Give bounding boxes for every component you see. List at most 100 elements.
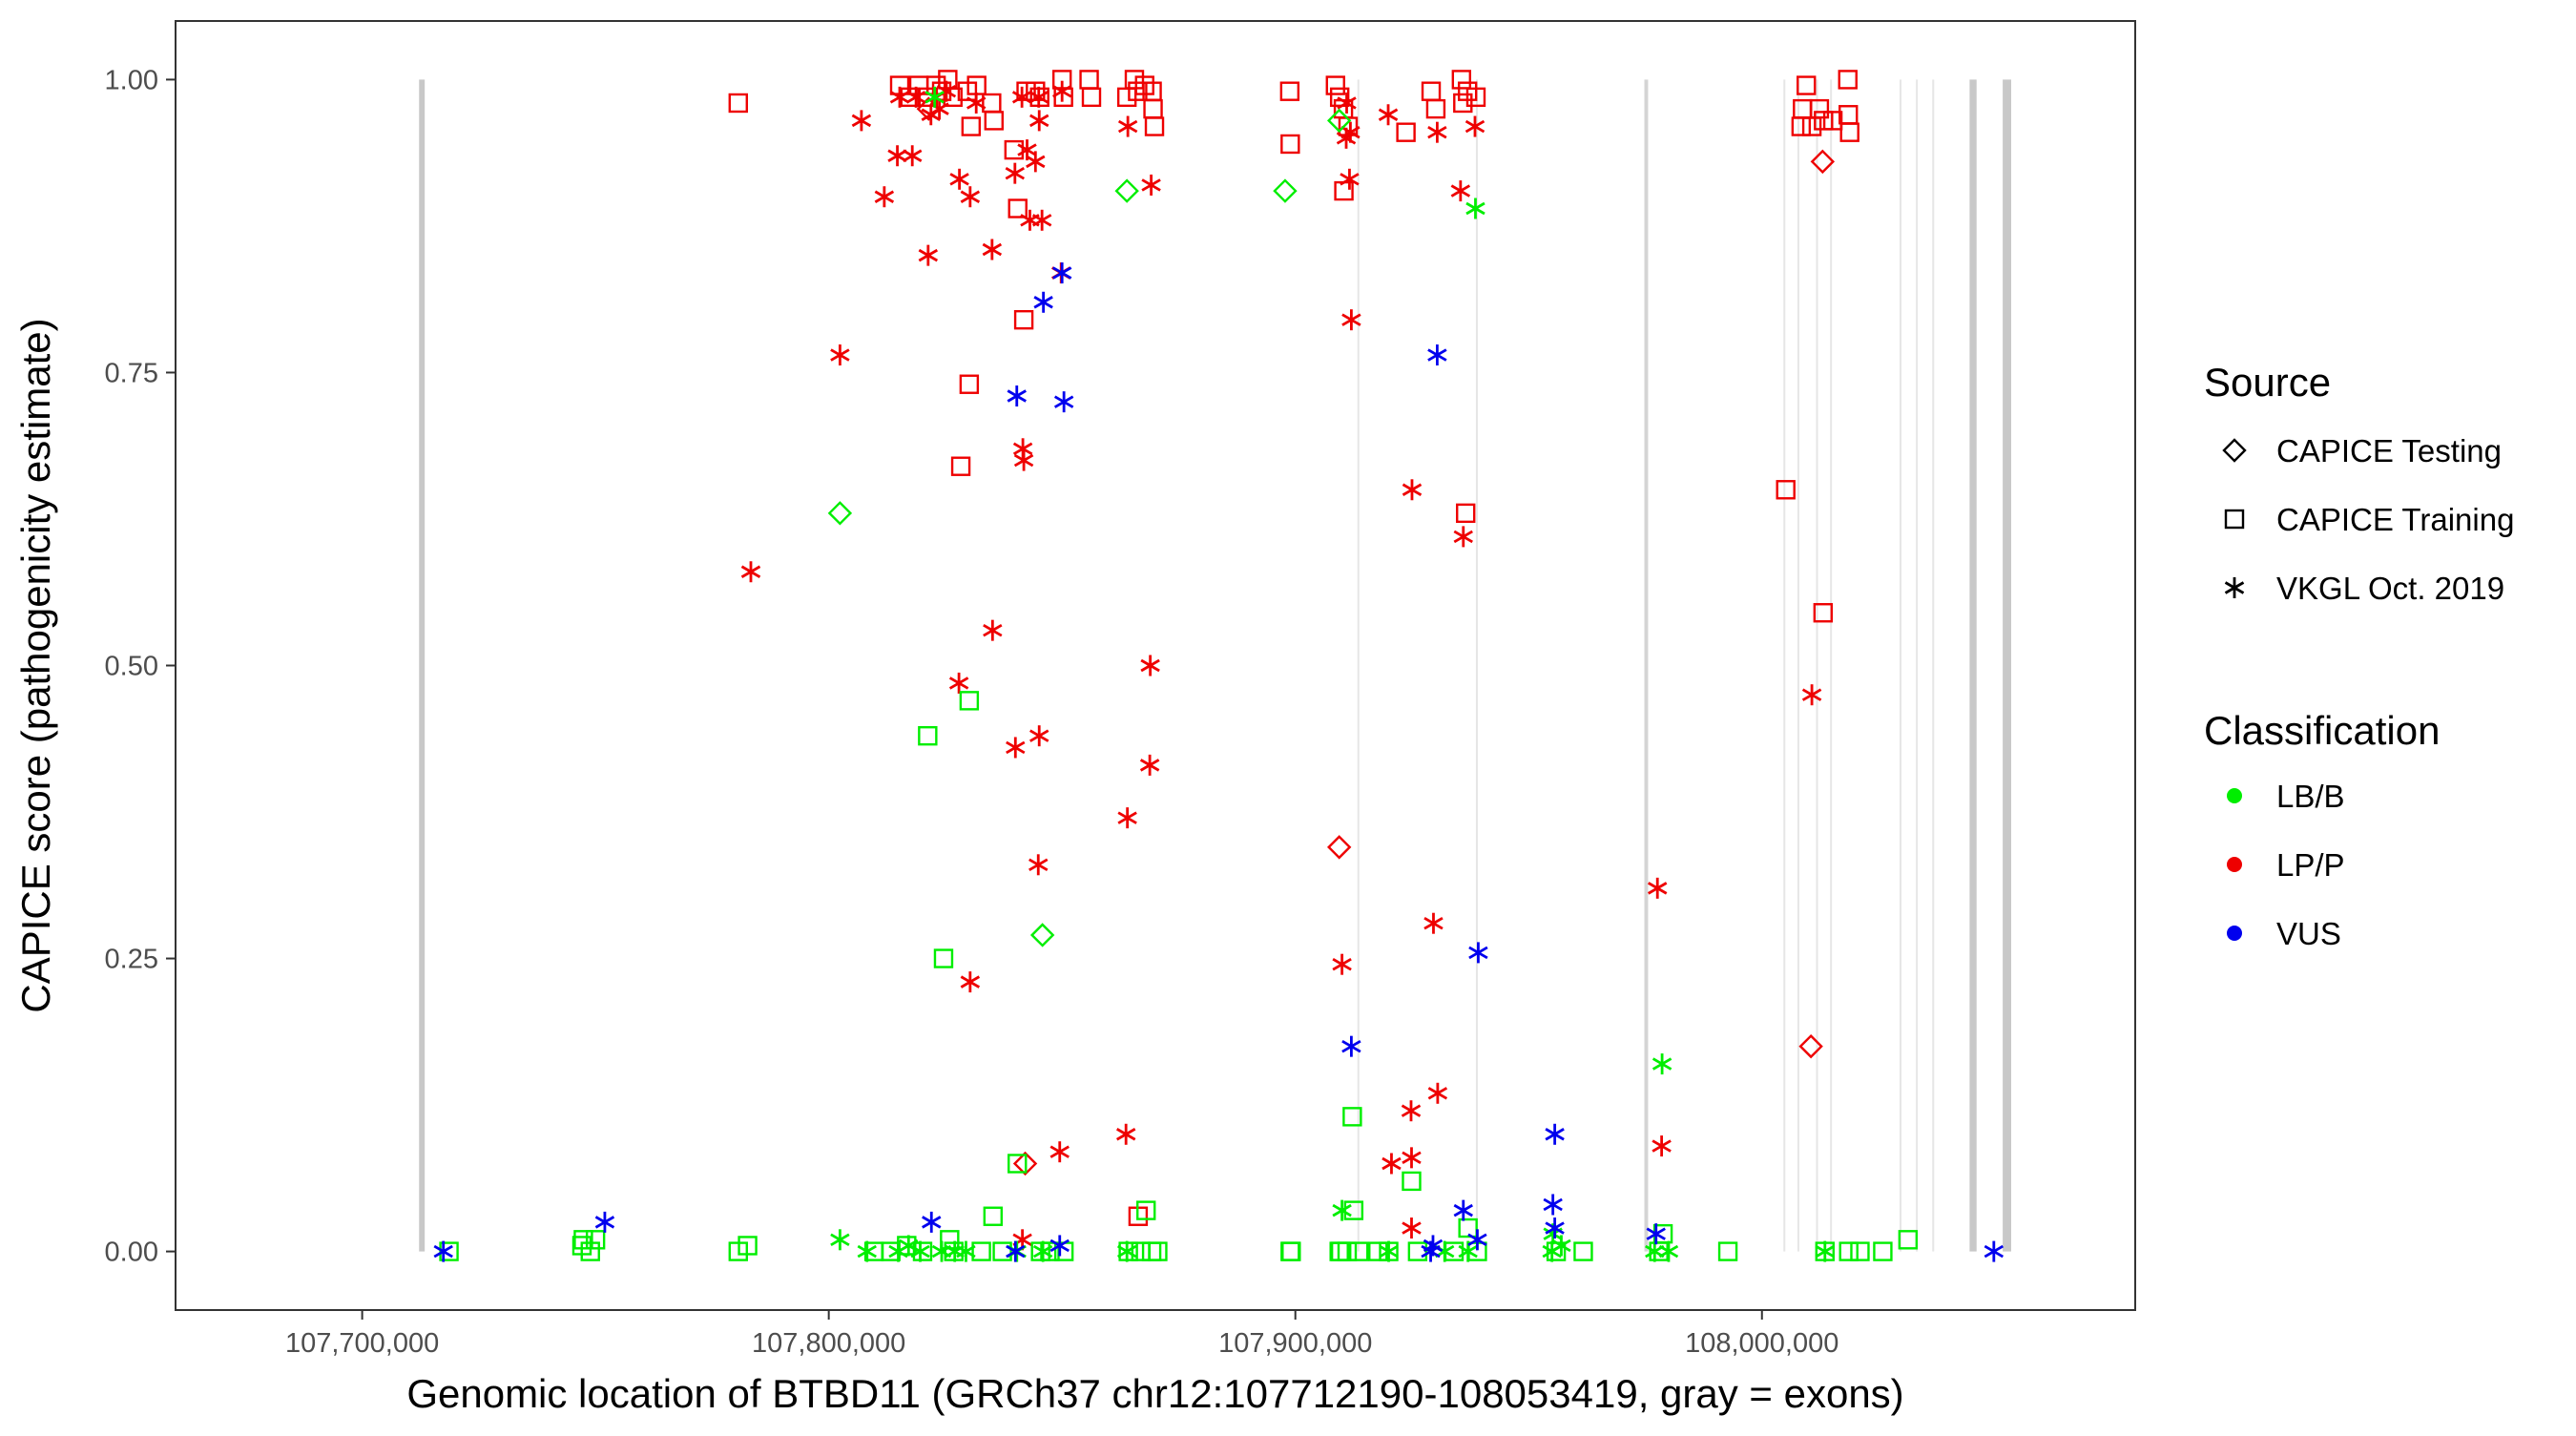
data-point <box>1379 1240 1399 1262</box>
data-point <box>439 1241 459 1261</box>
legend-key-square <box>2224 509 2245 530</box>
data-point <box>933 948 954 968</box>
data-point <box>1026 151 1046 173</box>
data-point <box>950 456 971 476</box>
data-point <box>1273 178 1298 203</box>
data-point <box>1033 291 1053 313</box>
data-point <box>1029 923 1055 947</box>
data-point <box>1011 86 1032 108</box>
data-point <box>1029 110 1049 132</box>
legend-key-color <box>2227 926 2242 941</box>
data-point <box>1421 1240 1441 1262</box>
data-point <box>1053 87 1073 108</box>
data-point <box>912 1241 933 1261</box>
data-point <box>1332 953 1352 975</box>
legend-class-title: Classification <box>2204 708 2440 753</box>
data-point <box>1551 1235 1571 1257</box>
exon-band <box>1357 79 1360 1252</box>
exon-band <box>1900 79 1902 1252</box>
data-point <box>1652 1135 1672 1157</box>
data-point <box>1140 655 1160 676</box>
exon-band <box>1969 79 1977 1252</box>
data-point <box>1028 86 1049 108</box>
data-point <box>922 1211 942 1233</box>
data-point <box>1717 1241 1738 1261</box>
exons-layer <box>419 79 2012 1252</box>
data-point <box>1809 98 1830 119</box>
data-point <box>1810 149 1836 175</box>
data-point <box>1006 1240 1026 1262</box>
data-point <box>740 561 761 583</box>
legend-source-label: CAPICE Testing <box>2276 433 2502 468</box>
exon-band <box>1797 79 1799 1252</box>
exon-band <box>1644 79 1649 1252</box>
data-point <box>1451 70 1472 90</box>
data-point <box>1004 139 1025 160</box>
data-point <box>1326 835 1352 860</box>
data-point <box>1450 180 1471 202</box>
data-point <box>1801 684 1822 706</box>
data-point <box>1013 449 1034 471</box>
y-tick-label: 0.75 <box>105 358 158 388</box>
data-point <box>1850 1241 1870 1261</box>
data-point <box>1453 93 1473 114</box>
data-point <box>1381 1153 1402 1175</box>
data-point <box>984 111 1004 131</box>
data-point <box>1031 209 1052 231</box>
data-point <box>960 186 981 208</box>
data-point <box>1028 854 1049 876</box>
data-point <box>1458 1217 1478 1238</box>
data-point <box>983 1206 1004 1226</box>
exon-band <box>1475 79 1478 1252</box>
data-point <box>1114 178 1139 203</box>
data-point <box>830 1229 850 1251</box>
data-point <box>1332 1199 1352 1221</box>
data-point <box>1116 1240 1137 1262</box>
data-point <box>1423 912 1444 934</box>
data-point <box>887 145 907 167</box>
data-point <box>1008 198 1028 219</box>
data-point <box>1008 1154 1028 1174</box>
data-point <box>1402 479 1423 501</box>
data-point <box>580 1241 600 1261</box>
y-tick-label: 0.00 <box>105 1238 158 1268</box>
data-point <box>1776 480 1796 500</box>
data-point <box>949 168 969 190</box>
data-point <box>1337 1241 1358 1261</box>
exon-band <box>2003 79 2012 1252</box>
data-point <box>1117 115 1138 137</box>
data-point <box>1281 1241 1301 1261</box>
legend-class-items: LB/B LP/P VUS <box>2227 779 2345 951</box>
data-point <box>1402 1171 1422 1192</box>
data-point <box>1279 81 1300 101</box>
data-point <box>594 1211 615 1233</box>
legend-source-items: CAPICE Testing CAPICE Training VKGL Oct. 2… <box>2222 433 2514 606</box>
data-point <box>1648 877 1668 899</box>
data-point <box>1573 1241 1593 1261</box>
data-point <box>433 1240 453 1262</box>
data-point <box>1349 1241 1369 1261</box>
data-point <box>1453 526 1473 548</box>
data-point <box>1646 1223 1666 1245</box>
data-point <box>1425 98 1446 119</box>
exon-band <box>1816 79 1818 1252</box>
data-point <box>1128 81 1148 101</box>
data-point <box>905 86 926 108</box>
data-point <box>929 98 949 120</box>
legend-key-star <box>2224 577 2245 598</box>
y-tick-label: 1.00 <box>105 65 158 95</box>
data-point <box>959 691 980 711</box>
data-point <box>983 619 1003 641</box>
data-point <box>1898 1230 1919 1250</box>
data-point <box>1012 1151 1038 1176</box>
data-point <box>1325 75 1345 95</box>
data-point <box>1838 70 1858 90</box>
data-point <box>857 1240 877 1262</box>
data-point <box>1543 1194 1563 1216</box>
data-point <box>1465 87 1486 108</box>
data-point <box>1141 174 1161 196</box>
data-point <box>874 186 895 208</box>
data-point <box>1984 1240 2005 1262</box>
data-point <box>1402 1217 1422 1239</box>
data-point <box>1013 309 1034 330</box>
